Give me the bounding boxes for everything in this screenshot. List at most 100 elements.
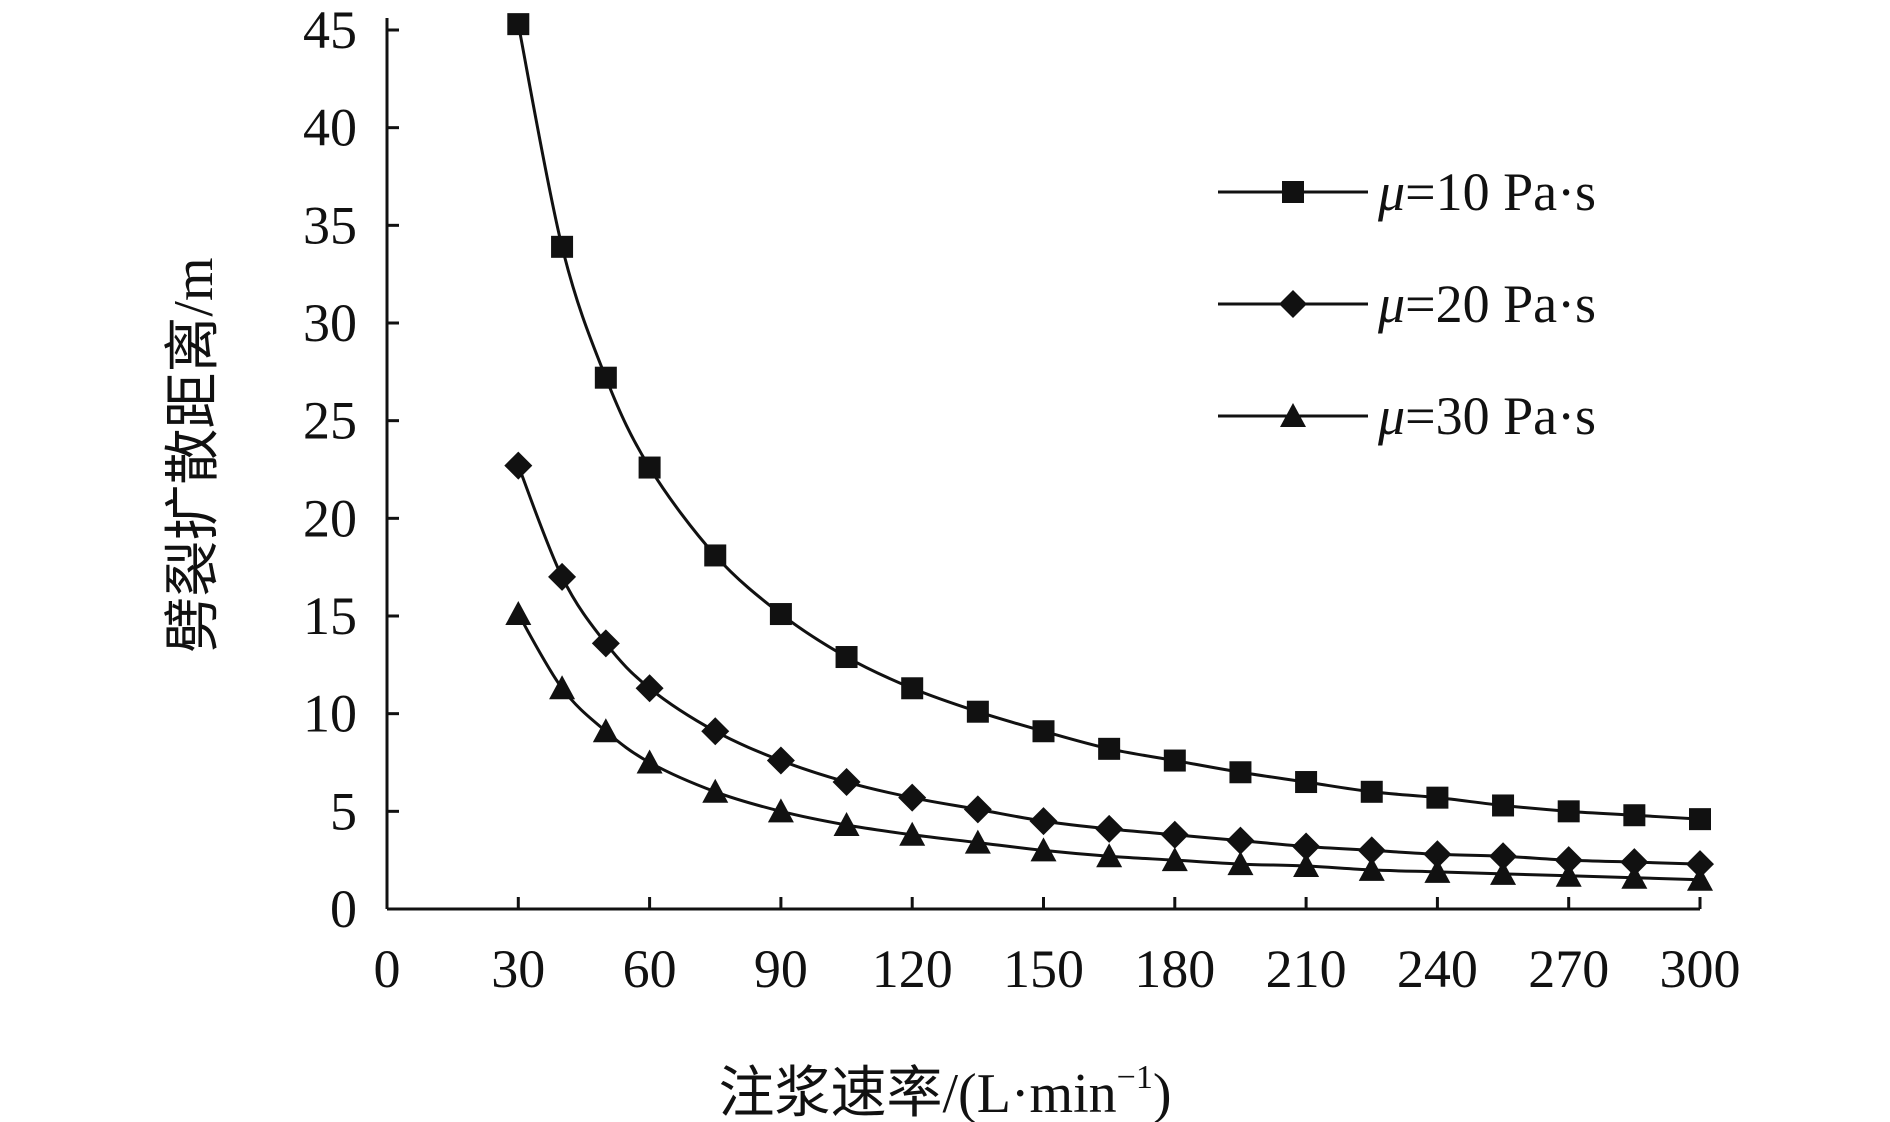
data-point-triangle [1227, 851, 1254, 876]
data-point-diamond [1554, 846, 1583, 875]
data-point-square [1163, 749, 1186, 772]
data-point-square [1492, 794, 1515, 817]
data-point-diamond [1620, 848, 1649, 877]
data-point-triangle [592, 718, 619, 743]
data-point-square [1689, 808, 1711, 831]
data-point-square [1098, 737, 1121, 760]
data-point-triangle [1293, 853, 1320, 878]
x-tick-label: 300 [1660, 939, 1741, 999]
data-point-diamond [1095, 814, 1124, 843]
data-point-square [1032, 720, 1055, 743]
series-triangle [505, 601, 1713, 891]
y-tick-label: 35 [303, 195, 357, 255]
data-point-diamond [1686, 850, 1714, 879]
data-point-triangle [767, 798, 794, 823]
data-point-triangle [636, 749, 663, 774]
data-point-square [1360, 780, 1383, 803]
legend-marker-triangle [1280, 403, 1306, 427]
legend-item: μ=20 Pa·s [1218, 274, 1596, 334]
series-layer [504, 13, 1714, 891]
data-point-triangle [1161, 847, 1188, 872]
y-tick-label: 20 [303, 488, 357, 548]
data-point-triangle [1490, 860, 1517, 885]
data-point-diamond [635, 674, 664, 703]
x-tick-label: 90 [754, 939, 808, 999]
x-axis-title-main: 注浆速率/(L·min [718, 1063, 1116, 1122]
data-point-square [551, 235, 574, 258]
data-point-diamond [1357, 836, 1386, 865]
legend-label-value: =10 Pa·s [1405, 162, 1596, 222]
data-point-square [704, 544, 727, 567]
y-tick-label: 25 [303, 391, 357, 451]
y-axis-title: 劈裂扩散距离/m [163, 257, 225, 652]
x-tick-label: 210 [1266, 939, 1347, 999]
data-point-triangle [1358, 856, 1385, 881]
data-point-square [638, 456, 661, 479]
series-diamond [504, 451, 1714, 879]
data-point-square [1229, 761, 1252, 784]
x-axis-title-superscript: −1 [1117, 1059, 1153, 1096]
series-square [507, 13, 1711, 831]
data-point-diamond [1029, 807, 1058, 836]
y-tick-label: 30 [303, 293, 357, 353]
data-point-square [1557, 800, 1580, 823]
data-point-square [1426, 786, 1449, 809]
legend: μ=10 Pa·sμ=20 Pa·sμ=30 Pa·s [1218, 162, 1596, 446]
y-tick-label: 40 [303, 98, 357, 158]
data-point-diamond [1292, 832, 1321, 861]
data-point-triangle [833, 812, 860, 837]
y-tick-label: 5 [330, 781, 357, 841]
legend-label: μ=30 Pa·s [1377, 386, 1596, 446]
y-tick-label: 0 [330, 879, 357, 939]
data-point-diamond [548, 562, 577, 591]
data-point-triangle [1687, 866, 1713, 891]
data-point-diamond [1489, 842, 1518, 871]
x-tick-label: 120 [872, 939, 953, 999]
x-tick-label: 60 [623, 939, 677, 999]
legend-label: μ=10 Pa·s [1377, 162, 1596, 222]
data-point-diamond [766, 746, 795, 775]
series-line [516, 465, 1701, 866]
data-point-triangle [1424, 858, 1451, 883]
data-point-diamond [898, 783, 927, 812]
data-point-square [507, 13, 530, 36]
data-point-triangle [1096, 843, 1123, 868]
y-tick-label: 45 [303, 0, 357, 60]
legend-label-value: =30 Pa·s [1405, 386, 1596, 446]
x-tick-label: 30 [491, 939, 545, 999]
legend-label: μ=20 Pa·s [1377, 274, 1596, 334]
x-tick-label: 270 [1528, 939, 1609, 999]
data-point-triangle [549, 675, 576, 700]
x-tick-label: 150 [1003, 939, 1084, 999]
data-point-diamond [1423, 840, 1452, 869]
data-point-diamond [701, 717, 730, 746]
legend-item: μ=30 Pa·s [1218, 386, 1596, 446]
data-point-diamond [1160, 820, 1189, 849]
data-point-triangle [1621, 864, 1648, 889]
data-point-square [769, 603, 792, 626]
data-point-triangle [1030, 837, 1057, 862]
legend-label-symbol: μ [1377, 274, 1405, 334]
legend-marker-square [1282, 181, 1304, 203]
data-point-triangle [899, 821, 926, 846]
axes: 0 5 10 15 20 25 30 35 40 45 0 30 60 90 120 150 180 210 240… [303, 0, 1741, 999]
legend-label-symbol: μ [1377, 386, 1405, 446]
data-point-triangle [702, 778, 729, 803]
data-point-diamond [504, 451, 533, 480]
data-point-square [1295, 771, 1318, 794]
data-point-square [594, 366, 617, 389]
x-tick-label: 240 [1397, 939, 1478, 999]
x-axis-title: 注浆速率/(L·min−1) [718, 1059, 1171, 1122]
x-tick-label: 0 [374, 939, 401, 999]
data-point-triangle [1555, 862, 1582, 887]
x-tick-label: 180 [1134, 939, 1215, 999]
data-point-triangle [505, 601, 532, 626]
y-tick-label: 15 [303, 586, 357, 646]
x-axis-title-end: ) [1153, 1063, 1172, 1122]
data-point-triangle [964, 829, 991, 854]
data-point-diamond [1226, 826, 1255, 855]
data-point-square [1623, 804, 1646, 827]
data-point-diamond [963, 795, 992, 824]
